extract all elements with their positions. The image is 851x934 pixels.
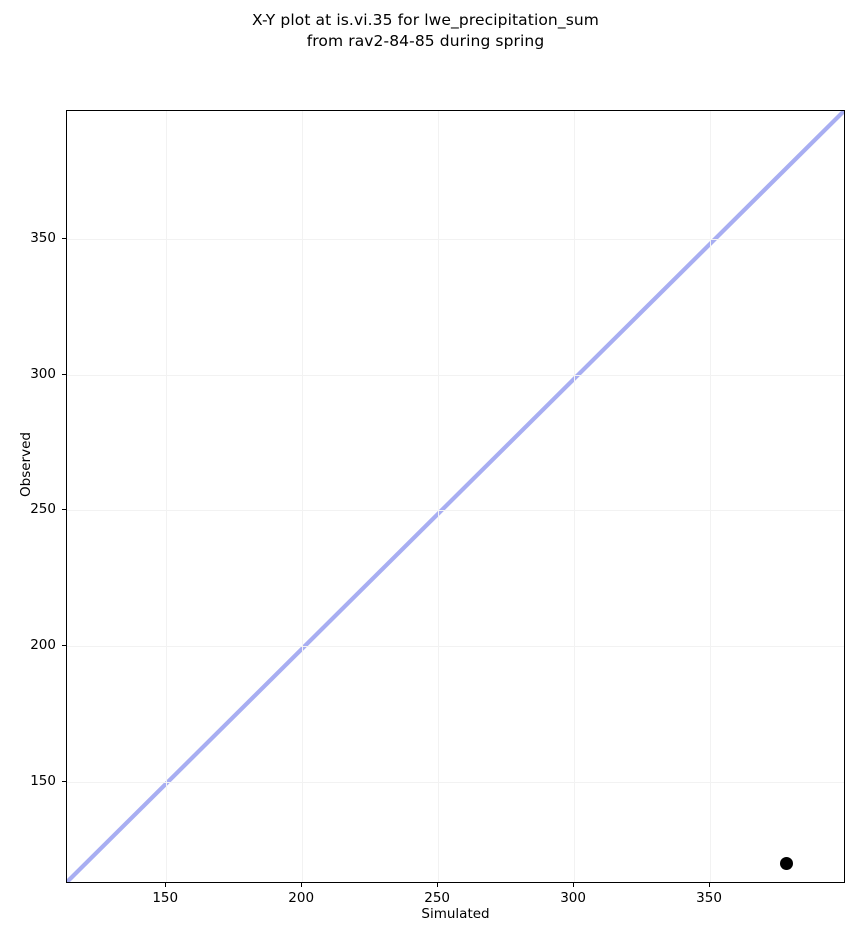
one-to-one-line (67, 111, 844, 882)
y-tick-label: 200 (30, 637, 56, 654)
gridline-vertical (438, 111, 440, 882)
gridline-horizontal (67, 374, 844, 376)
x-axis-label: Simulated (421, 906, 490, 922)
gridline-vertical (710, 111, 712, 882)
x-tick-label: 150 (152, 890, 179, 906)
x-tick-mark (301, 883, 303, 887)
data-point[interactable] (779, 857, 793, 871)
y-tick-label: 150 (30, 773, 56, 790)
plot-area[interactable] (66, 110, 845, 883)
y-tick-mark (62, 509, 66, 511)
x-tick-label: 300 (560, 890, 586, 906)
y-tick-mark (62, 645, 66, 647)
x-tick-label: 250 (424, 890, 451, 906)
gridline-horizontal (67, 238, 844, 240)
y-tick-label: 250 (30, 501, 56, 518)
y-tick-mark (62, 781, 66, 783)
y-axis-label: Observed (18, 432, 34, 497)
x-tick-mark (165, 883, 167, 887)
y-tick-mark (62, 237, 66, 239)
gridline-horizontal (67, 510, 844, 512)
y-tick-label: 350 (30, 229, 56, 246)
gridline-vertical (574, 111, 576, 882)
x-tick-label: 200 (288, 890, 315, 906)
x-tick-mark (709, 883, 711, 887)
gridline-vertical (302, 111, 304, 882)
x-tick-label: 350 (696, 890, 722, 906)
gridline-horizontal (67, 782, 844, 784)
chart-title: X-Y plot at is.vi.35 for lwe_precipitati… (252, 11, 599, 50)
gridline-horizontal (67, 646, 844, 648)
y-tick-label: 300 (30, 365, 56, 382)
gridline-vertical (166, 111, 168, 882)
y-tick-mark (62, 373, 66, 375)
x-tick-mark (573, 883, 575, 887)
x-tick-mark (437, 883, 439, 887)
